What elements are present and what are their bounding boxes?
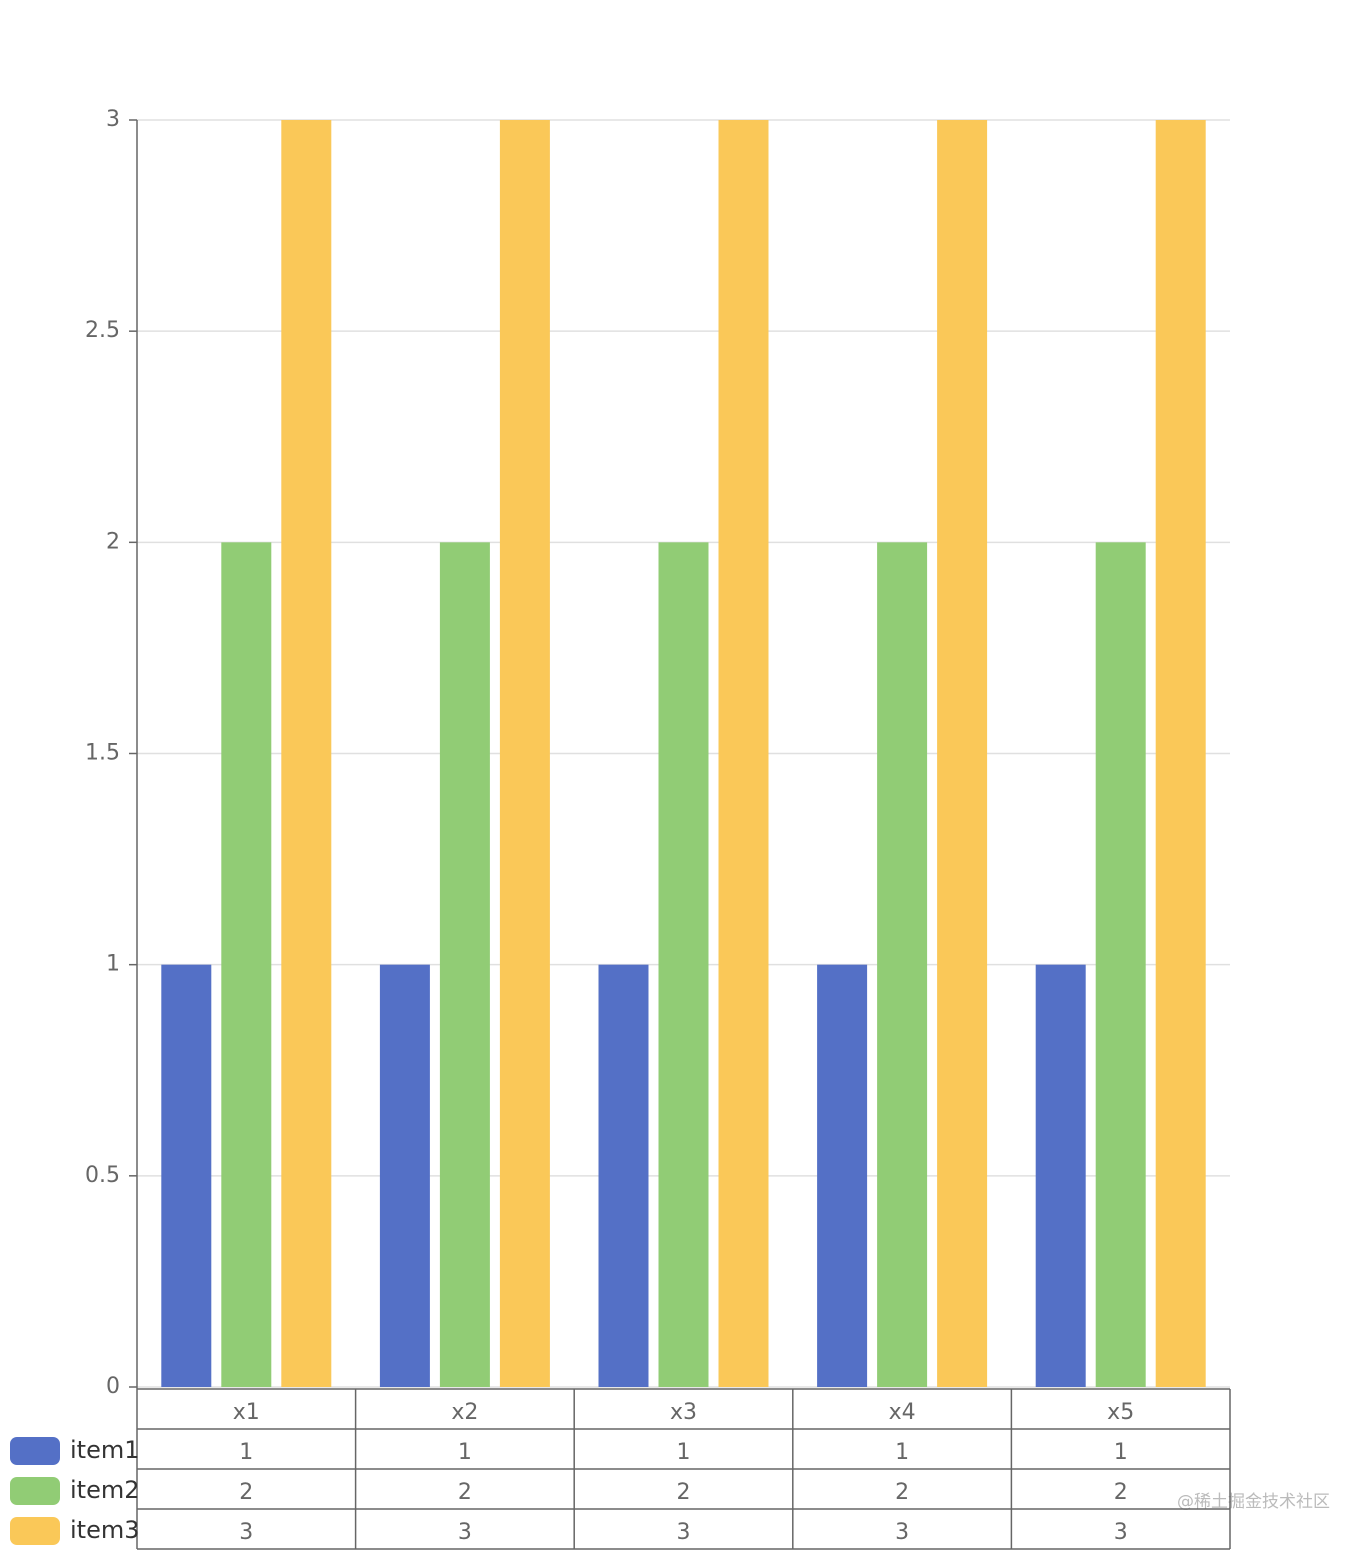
bar [718, 120, 769, 1387]
table-cell: 3 [677, 1520, 691, 1545]
table-cell: 3 [1114, 1520, 1128, 1545]
x-tick-label: x3 [670, 1400, 697, 1425]
bar [1155, 120, 1206, 1387]
table-cell: 3 [458, 1520, 472, 1545]
bar [379, 964, 430, 1387]
y-tick-label: 0.5 [85, 1163, 120, 1188]
x-tick-label: x5 [1107, 1400, 1134, 1425]
table-cell: 1 [1114, 1440, 1128, 1465]
y-tick-label: 3 [106, 107, 120, 132]
legend-swatch [10, 1477, 60, 1505]
bar [877, 542, 928, 1387]
y-tick-label: 0 [106, 1374, 120, 1399]
bar [221, 542, 272, 1387]
y-tick-label: 2.5 [85, 318, 120, 343]
bar [1095, 542, 1146, 1387]
bar [499, 120, 550, 1387]
table-cell: 1 [239, 1440, 253, 1465]
y-tick-label: 1 [106, 952, 120, 977]
bar [1035, 964, 1086, 1387]
x-tick-label: x4 [889, 1400, 916, 1425]
legend-label: item3 [70, 1516, 140, 1544]
bar [439, 542, 490, 1387]
table-cell: 2 [1114, 1480, 1128, 1505]
table-cell: 3 [895, 1520, 909, 1545]
y-tick-label: 2 [106, 529, 120, 554]
table-cell: 2 [239, 1480, 253, 1505]
table-cell: 2 [895, 1480, 909, 1505]
table-cell: 2 [458, 1480, 472, 1505]
legend-label: item2 [70, 1476, 140, 1504]
x-tick-label: x2 [451, 1400, 478, 1425]
table-cell: 2 [677, 1480, 691, 1505]
legend-swatch [10, 1437, 60, 1465]
table-cell: 1 [458, 1440, 472, 1465]
table-cell: 1 [677, 1440, 691, 1465]
bar [658, 542, 709, 1387]
legend-label: item1 [70, 1436, 140, 1464]
x-tick-label: x1 [233, 1400, 260, 1425]
bar [281, 120, 332, 1387]
bar [598, 964, 649, 1387]
watermark: @稀土掘金技术社区 [1177, 1492, 1330, 1512]
bar [817, 964, 868, 1387]
table-cell: 1 [895, 1440, 909, 1465]
table-cell: 3 [239, 1520, 253, 1545]
y-tick-label: 1.5 [85, 741, 120, 766]
bar [161, 964, 212, 1387]
legend-swatch [10, 1517, 60, 1545]
bar [937, 120, 988, 1387]
